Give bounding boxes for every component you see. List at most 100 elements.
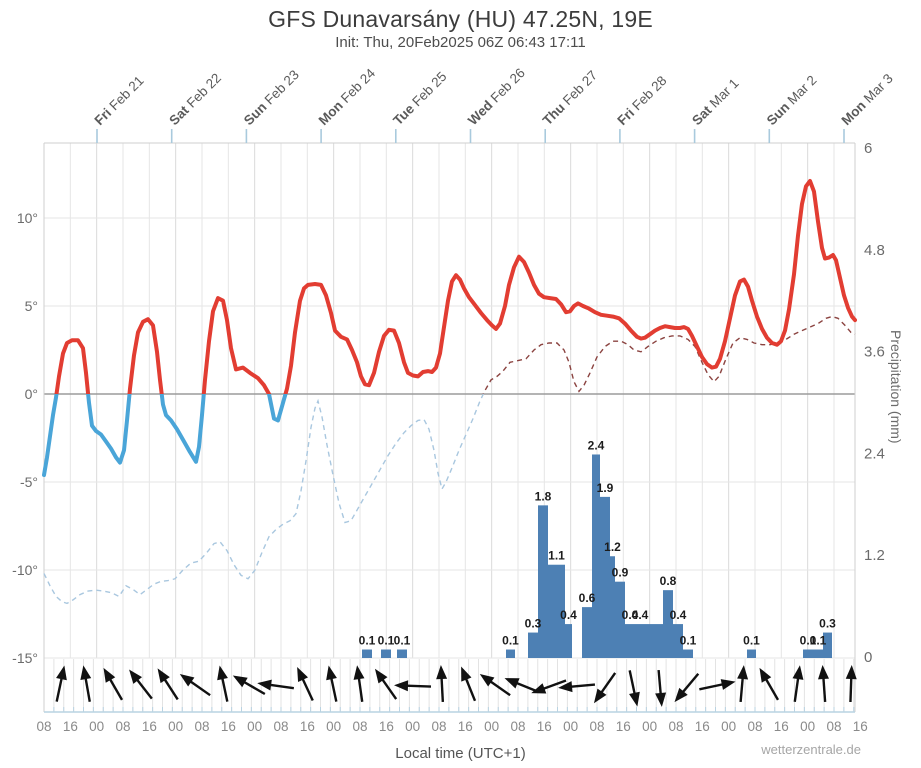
- time-label: 00: [405, 719, 420, 734]
- precip-bar-label: 0.4: [622, 608, 639, 622]
- wind-arrow: [394, 680, 432, 692]
- precip-bar-label: 0.4: [670, 608, 687, 622]
- precip-bar: [747, 649, 756, 658]
- precip-bar: [397, 649, 407, 658]
- precip-axis-tick: 0: [864, 649, 872, 666]
- precip-axis-tick: 6: [864, 140, 872, 157]
- precip-bar: [548, 564, 565, 658]
- precip-bar: [582, 607, 592, 658]
- time-label: 00: [484, 719, 499, 734]
- temp-axis-tick: 10°: [17, 210, 38, 226]
- precip-bar: [528, 632, 538, 658]
- time-label: 08: [431, 719, 446, 734]
- precip-bar: [381, 649, 391, 658]
- precip-bar: [362, 649, 372, 658]
- time-label: 00: [800, 719, 815, 734]
- time-label: 16: [63, 719, 78, 734]
- precip-bar-label: 0.1: [502, 634, 519, 648]
- time-label: 00: [326, 719, 341, 734]
- time-label: 08: [194, 719, 209, 734]
- time-label: 08: [36, 719, 51, 734]
- day-label: Fri Feb 21: [92, 73, 147, 128]
- wind-arrow: [436, 665, 448, 703]
- dewpoint-line-above-zero: [482, 315, 856, 394]
- temperature-line-below-zero: [42, 394, 288, 477]
- time-label: 16: [616, 719, 631, 734]
- day-label: Tue Feb 25: [390, 69, 449, 128]
- time-label: 08: [589, 719, 604, 734]
- wind-arrow: [531, 679, 567, 694]
- time-label: 16: [221, 719, 236, 734]
- wind-arrow: [353, 665, 365, 703]
- time-label: 00: [563, 719, 578, 734]
- wind-arrow: [593, 672, 617, 704]
- wind-arrow: [80, 665, 92, 702]
- time-label: 16: [774, 719, 789, 734]
- precip-axis-tick: 2.4: [864, 445, 885, 462]
- wind-arrow: [628, 670, 640, 707]
- wind-arrow: [157, 668, 179, 701]
- precip-bar-label: 0.3: [525, 617, 542, 631]
- temp-axis-tick: 5°: [25, 298, 38, 314]
- precip-bar-label: 0.1: [800, 634, 817, 648]
- precip-bar: [823, 632, 832, 658]
- time-label: 00: [89, 719, 104, 734]
- precip-bar: [683, 649, 693, 658]
- wind-arrows: [55, 665, 857, 707]
- precip-bar-label: 0.1: [378, 634, 395, 648]
- time-label: 00: [721, 719, 736, 734]
- precip-bar: [663, 590, 673, 658]
- time-label: 00: [642, 719, 657, 734]
- time-label: 08: [115, 719, 130, 734]
- precip-bar-label: 0.6: [579, 591, 596, 605]
- precip-bar-label: 1.9: [597, 481, 614, 495]
- precip-bar: [645, 624, 654, 658]
- time-label: 16: [695, 719, 710, 734]
- time-label: 16: [300, 719, 315, 734]
- day-label: Fri Feb 28: [614, 73, 669, 128]
- day-label: Sun Mar 2: [764, 72, 820, 128]
- temp-axis-tick: -10°: [12, 562, 38, 578]
- day-label: Mon Mar 3: [839, 71, 896, 128]
- precip-axis-tick: 4.8: [864, 242, 885, 259]
- time-label: 08: [510, 719, 525, 734]
- time-label: 16: [142, 719, 157, 734]
- precip-bar-label: 0.4: [560, 608, 577, 622]
- precip-bar: [625, 624, 635, 658]
- wind-arrow: [845, 665, 857, 703]
- precip-bar: [615, 581, 625, 658]
- precip-bar-label: 0.1: [359, 634, 376, 648]
- precip-bar-label: 1.1: [548, 549, 565, 563]
- watermark: wetterzentrale.de: [761, 742, 861, 757]
- temp-axis-tick: -15°: [12, 650, 38, 666]
- wind-arrow: [326, 665, 338, 702]
- wind-arrow: [479, 673, 511, 697]
- time-label: 08: [747, 719, 762, 734]
- wind-arrow: [759, 667, 780, 701]
- precip-bar: [813, 649, 823, 658]
- precip-bar: [565, 624, 572, 658]
- precip-bar: [673, 624, 683, 658]
- wind-arrow: [232, 675, 266, 696]
- wind-arrow: [129, 669, 153, 700]
- day-label: Mon Feb 24: [316, 65, 379, 128]
- day-label: Sat Mar 1: [689, 76, 742, 129]
- x-axis-label: Local time (UTC+1): [395, 745, 526, 762]
- wind-arrow: [374, 668, 398, 700]
- precip-bar-label: 2.4: [588, 438, 605, 452]
- time-label: 08: [668, 719, 683, 734]
- precip-bar: [654, 624, 663, 658]
- precip-bar-label: 0.1: [680, 634, 697, 648]
- precip-axis-tick: 1.2: [864, 547, 885, 564]
- dewpoint-line-below-zero: [43, 394, 485, 605]
- time-label: 16: [458, 719, 473, 734]
- time-label: 00: [247, 719, 262, 734]
- wind-arrow: [699, 679, 736, 691]
- wind-arrow: [558, 681, 596, 693]
- wind-arrow: [179, 673, 211, 697]
- precip-axis-tick: 3.6: [864, 344, 885, 361]
- day-label: Sun Feb 23: [241, 67, 302, 128]
- wind-arrow: [655, 669, 667, 707]
